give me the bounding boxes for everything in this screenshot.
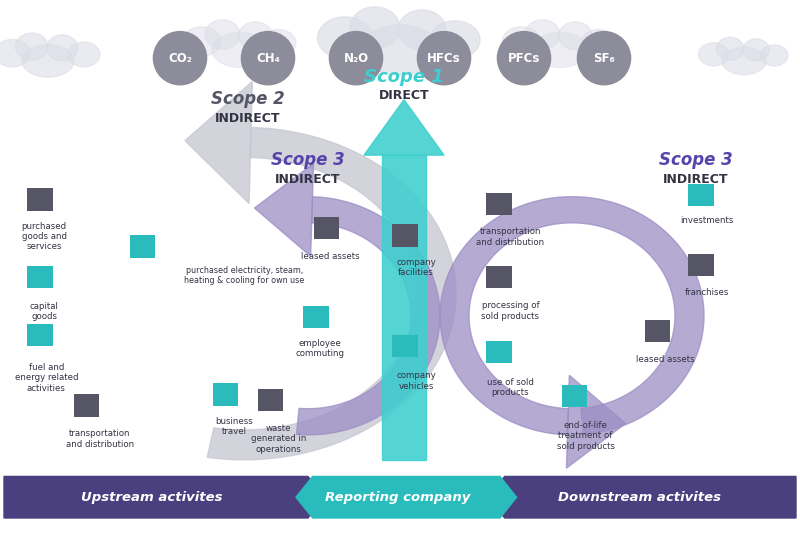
Bar bbox=[688, 254, 714, 276]
Ellipse shape bbox=[261, 29, 296, 56]
Text: Scope 3: Scope 3 bbox=[271, 151, 345, 169]
Ellipse shape bbox=[722, 47, 766, 75]
Text: CH₄: CH₄ bbox=[256, 52, 280, 65]
Text: DIRECT: DIRECT bbox=[378, 90, 430, 102]
Ellipse shape bbox=[360, 25, 440, 75]
Bar bbox=[213, 383, 238, 406]
Bar bbox=[27, 324, 53, 346]
Text: investments: investments bbox=[681, 216, 734, 225]
Text: PFCs: PFCs bbox=[508, 52, 540, 65]
Bar bbox=[130, 235, 155, 258]
Ellipse shape bbox=[15, 33, 48, 60]
Text: franchises: franchises bbox=[685, 288, 730, 297]
Text: processing of
sold products: processing of sold products bbox=[482, 301, 539, 321]
Ellipse shape bbox=[0, 39, 30, 67]
Polygon shape bbox=[566, 375, 626, 468]
Text: Upstream activites: Upstream activites bbox=[82, 491, 222, 504]
Text: HFCs: HFCs bbox=[427, 52, 461, 65]
Polygon shape bbox=[207, 127, 456, 460]
Bar bbox=[258, 389, 283, 411]
Bar bbox=[303, 306, 329, 328]
Polygon shape bbox=[185, 81, 253, 203]
Text: Scope 1: Scope 1 bbox=[364, 68, 444, 86]
Text: CO₂: CO₂ bbox=[168, 52, 192, 65]
Ellipse shape bbox=[238, 22, 272, 50]
Ellipse shape bbox=[743, 39, 770, 61]
Ellipse shape bbox=[430, 21, 480, 59]
Text: business
travel: business travel bbox=[215, 417, 254, 436]
Ellipse shape bbox=[558, 22, 592, 50]
Polygon shape bbox=[296, 476, 517, 518]
Ellipse shape bbox=[581, 29, 616, 56]
Polygon shape bbox=[488, 476, 796, 518]
Text: use of sold
products: use of sold products bbox=[487, 378, 534, 397]
Bar bbox=[645, 320, 670, 342]
Text: Downstream activites: Downstream activites bbox=[558, 491, 722, 504]
Ellipse shape bbox=[698, 43, 729, 66]
Text: capital
goods: capital goods bbox=[30, 302, 58, 321]
Bar bbox=[392, 335, 418, 357]
Polygon shape bbox=[4, 476, 325, 518]
Ellipse shape bbox=[212, 32, 268, 68]
Ellipse shape bbox=[398, 10, 446, 50]
Ellipse shape bbox=[22, 45, 74, 77]
Bar bbox=[27, 188, 53, 211]
Bar bbox=[27, 266, 53, 288]
Text: INDIRECT: INDIRECT bbox=[663, 173, 729, 186]
Text: SF₆: SF₆ bbox=[593, 52, 615, 65]
Ellipse shape bbox=[205, 20, 240, 49]
Ellipse shape bbox=[761, 45, 788, 66]
Ellipse shape bbox=[525, 20, 560, 49]
Bar bbox=[486, 266, 512, 288]
Text: fuel and
energy related
activities: fuel and energy related activities bbox=[14, 363, 78, 393]
Circle shape bbox=[418, 32, 470, 85]
Text: transportation
and distribution: transportation and distribution bbox=[66, 429, 134, 449]
Polygon shape bbox=[440, 197, 704, 435]
Text: N₂O: N₂O bbox=[343, 52, 369, 65]
Ellipse shape bbox=[46, 35, 78, 61]
Ellipse shape bbox=[502, 27, 541, 56]
Circle shape bbox=[242, 32, 294, 85]
Polygon shape bbox=[364, 100, 444, 155]
Polygon shape bbox=[254, 163, 314, 257]
Text: purchased
goods and
services: purchased goods and services bbox=[22, 222, 66, 252]
Text: company
vehicles: company vehicles bbox=[396, 371, 436, 391]
Circle shape bbox=[330, 32, 382, 85]
Text: INDIRECT: INDIRECT bbox=[215, 112, 281, 125]
Ellipse shape bbox=[67, 42, 100, 67]
Bar bbox=[688, 184, 714, 206]
Text: Scope 3: Scope 3 bbox=[659, 151, 733, 169]
Text: company
facilities: company facilities bbox=[396, 258, 436, 277]
Ellipse shape bbox=[318, 17, 373, 59]
Text: Scope 2: Scope 2 bbox=[211, 90, 285, 108]
Circle shape bbox=[578, 32, 630, 85]
Text: transportation
and distribution: transportation and distribution bbox=[476, 227, 545, 247]
Text: leased assets: leased assets bbox=[636, 355, 695, 363]
Text: end-of-life
treatment of
sold products: end-of-life treatment of sold products bbox=[557, 421, 614, 451]
Bar bbox=[486, 341, 512, 363]
Text: leased assets: leased assets bbox=[301, 252, 360, 261]
Bar bbox=[382, 155, 426, 460]
Bar bbox=[562, 385, 587, 407]
Circle shape bbox=[498, 32, 550, 85]
Bar bbox=[314, 217, 339, 239]
Ellipse shape bbox=[717, 37, 744, 60]
Circle shape bbox=[154, 32, 206, 85]
Text: Reporting company: Reporting company bbox=[325, 491, 470, 504]
Ellipse shape bbox=[182, 27, 221, 56]
Bar bbox=[486, 193, 512, 215]
Bar bbox=[74, 394, 99, 417]
Text: employee
commuting: employee commuting bbox=[295, 339, 345, 358]
Polygon shape bbox=[297, 197, 440, 435]
Text: waste
generated in
operations: waste generated in operations bbox=[250, 424, 306, 454]
Text: purchased electricity, steam,
heating & cooling for own use: purchased electricity, steam, heating & … bbox=[184, 266, 304, 285]
Text: INDIRECT: INDIRECT bbox=[275, 173, 341, 186]
Bar bbox=[392, 224, 418, 247]
Ellipse shape bbox=[350, 7, 400, 49]
Ellipse shape bbox=[532, 32, 588, 68]
